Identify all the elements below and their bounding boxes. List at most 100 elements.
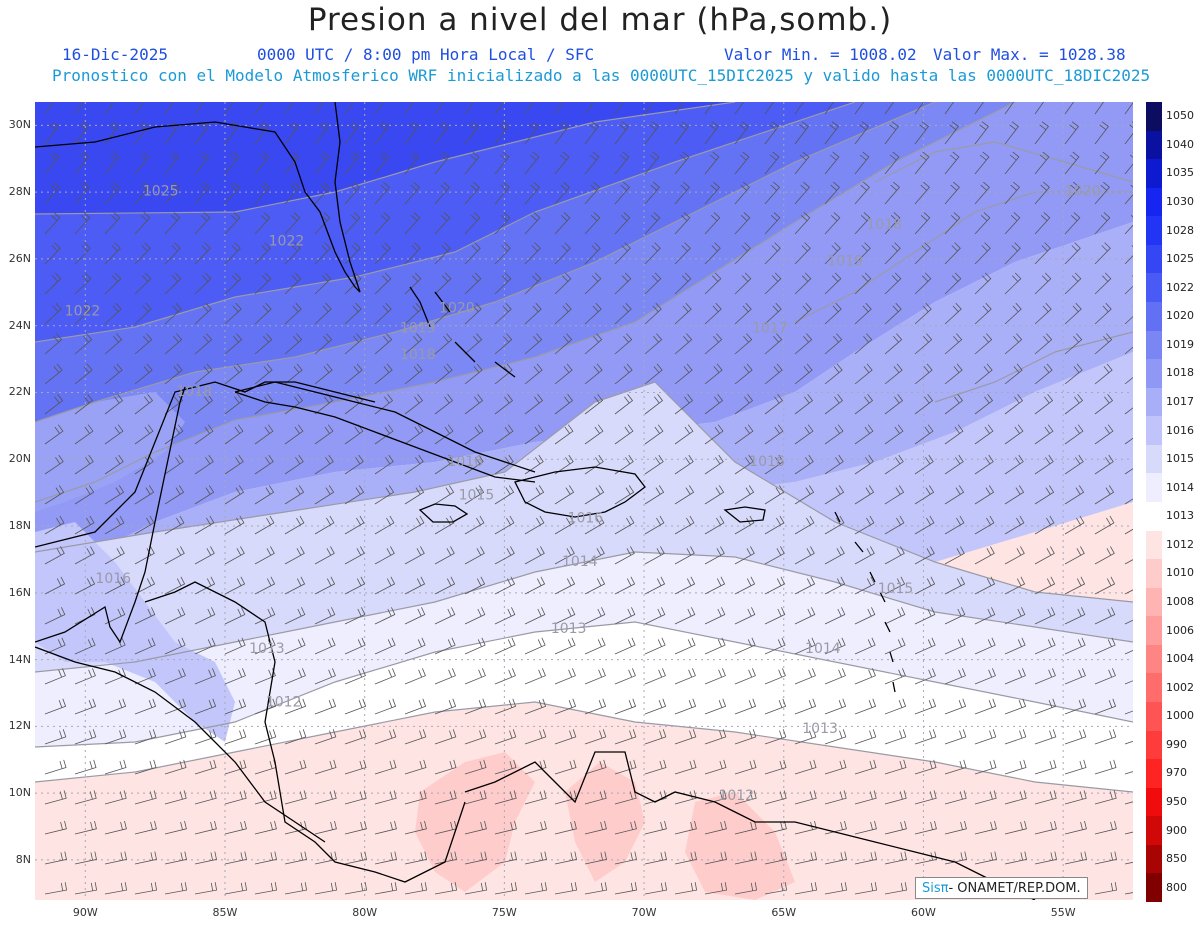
wind-barb xyxy=(524,790,547,805)
wind-barb xyxy=(164,242,181,265)
wind-barb xyxy=(434,698,457,715)
wind-barb xyxy=(1034,576,1056,595)
wind-barb xyxy=(704,242,721,265)
wind-barb xyxy=(374,790,397,805)
wind-barb xyxy=(764,576,786,595)
wind-barb xyxy=(1064,485,1085,505)
wind-barb xyxy=(764,607,786,625)
wind-barb xyxy=(794,576,816,595)
wind-barb xyxy=(824,151,840,175)
wind-barb xyxy=(44,729,67,745)
wind-barb xyxy=(164,820,187,835)
wind-barb xyxy=(524,394,544,415)
wind-barb xyxy=(74,363,93,385)
wind-barb xyxy=(194,576,216,595)
wind-barb xyxy=(734,668,756,685)
wind-barb xyxy=(104,181,120,205)
wind-barb xyxy=(1064,333,1083,355)
wind-barb xyxy=(854,607,876,625)
wind-barb xyxy=(554,668,576,685)
wind-barb xyxy=(404,759,427,775)
wind-barb xyxy=(1094,121,1109,145)
wind-barb xyxy=(884,272,902,295)
wind-barb xyxy=(464,102,475,115)
wind-barb xyxy=(824,212,841,235)
isobar-line xyxy=(35,621,1133,748)
lat-label: 12N xyxy=(8,719,31,733)
wind-barb xyxy=(194,759,217,775)
wind-barb xyxy=(704,851,727,865)
wind-barb xyxy=(284,272,302,295)
wind-barb xyxy=(1124,102,1133,115)
wind-barb xyxy=(794,546,815,565)
wind-barb xyxy=(104,102,115,115)
wind-barb xyxy=(944,181,960,205)
wind-barb xyxy=(764,242,781,265)
wind-barb xyxy=(764,637,786,655)
colorbar-segment xyxy=(1146,102,1162,132)
wind-barb xyxy=(74,333,93,355)
wind-barb xyxy=(1064,212,1081,235)
wind-barb xyxy=(554,424,574,445)
wind-barb xyxy=(224,333,243,355)
wind-barb xyxy=(1004,394,1024,415)
wind-barb xyxy=(614,668,636,685)
isobar-line xyxy=(35,102,1016,503)
wind-barb xyxy=(824,394,844,415)
wind-barb xyxy=(854,820,877,835)
wind-barb xyxy=(74,515,95,535)
wind-barb xyxy=(824,363,843,385)
wind-barb xyxy=(434,151,450,175)
wind-barb xyxy=(74,424,94,445)
wind-barb xyxy=(914,181,930,205)
wind-barb xyxy=(464,424,484,445)
wind-barb xyxy=(554,637,576,655)
wind-barb xyxy=(254,851,277,865)
wind-barb xyxy=(1004,242,1021,265)
wind-barb xyxy=(224,102,235,115)
coast-bahamas xyxy=(409,286,516,378)
wind-barb xyxy=(524,820,547,835)
wind-barb xyxy=(914,121,929,145)
wind-barb xyxy=(1124,245,1133,265)
wind-barb xyxy=(644,272,662,295)
band-1010-blob-1 xyxy=(415,752,535,892)
wind-barb xyxy=(104,333,123,355)
coast-florida xyxy=(35,102,361,293)
wind-barb xyxy=(224,181,240,205)
isobar-label: 1012 xyxy=(266,694,302,710)
wind-barb xyxy=(734,121,749,145)
isobar-label: 1022 xyxy=(65,304,101,320)
wind-barb xyxy=(764,333,783,355)
wind-barb xyxy=(1124,801,1133,805)
wind-barb xyxy=(374,729,397,745)
wind-barb xyxy=(494,181,510,205)
wind-barb xyxy=(854,151,870,175)
colorbar-segment xyxy=(1146,673,1162,703)
wind-barb xyxy=(824,454,844,475)
wind-barb xyxy=(494,882,518,895)
wind-barb xyxy=(644,102,655,115)
wind-barb xyxy=(884,820,907,835)
wind-barb xyxy=(434,181,450,205)
wind-barb xyxy=(944,302,962,325)
wind-barb xyxy=(344,212,361,235)
wind-barb xyxy=(914,668,936,685)
wind-barb xyxy=(284,698,307,715)
wind-barb xyxy=(44,576,66,595)
wind-barb xyxy=(44,181,60,205)
wind-barb xyxy=(314,668,336,685)
wind-barb xyxy=(764,698,787,715)
wind-barb xyxy=(854,102,865,115)
wind-barb xyxy=(524,637,546,655)
wind-barb xyxy=(764,851,787,865)
wind-barb xyxy=(824,181,840,205)
wind-barb xyxy=(1004,607,1026,625)
wind-barb xyxy=(1094,302,1112,325)
coastlines xyxy=(35,102,1036,900)
wind-barb xyxy=(134,698,157,715)
wind-barb xyxy=(134,212,151,235)
wind-barb xyxy=(674,485,695,505)
wind-barb xyxy=(554,882,578,895)
lat-label: 14N xyxy=(8,652,31,666)
